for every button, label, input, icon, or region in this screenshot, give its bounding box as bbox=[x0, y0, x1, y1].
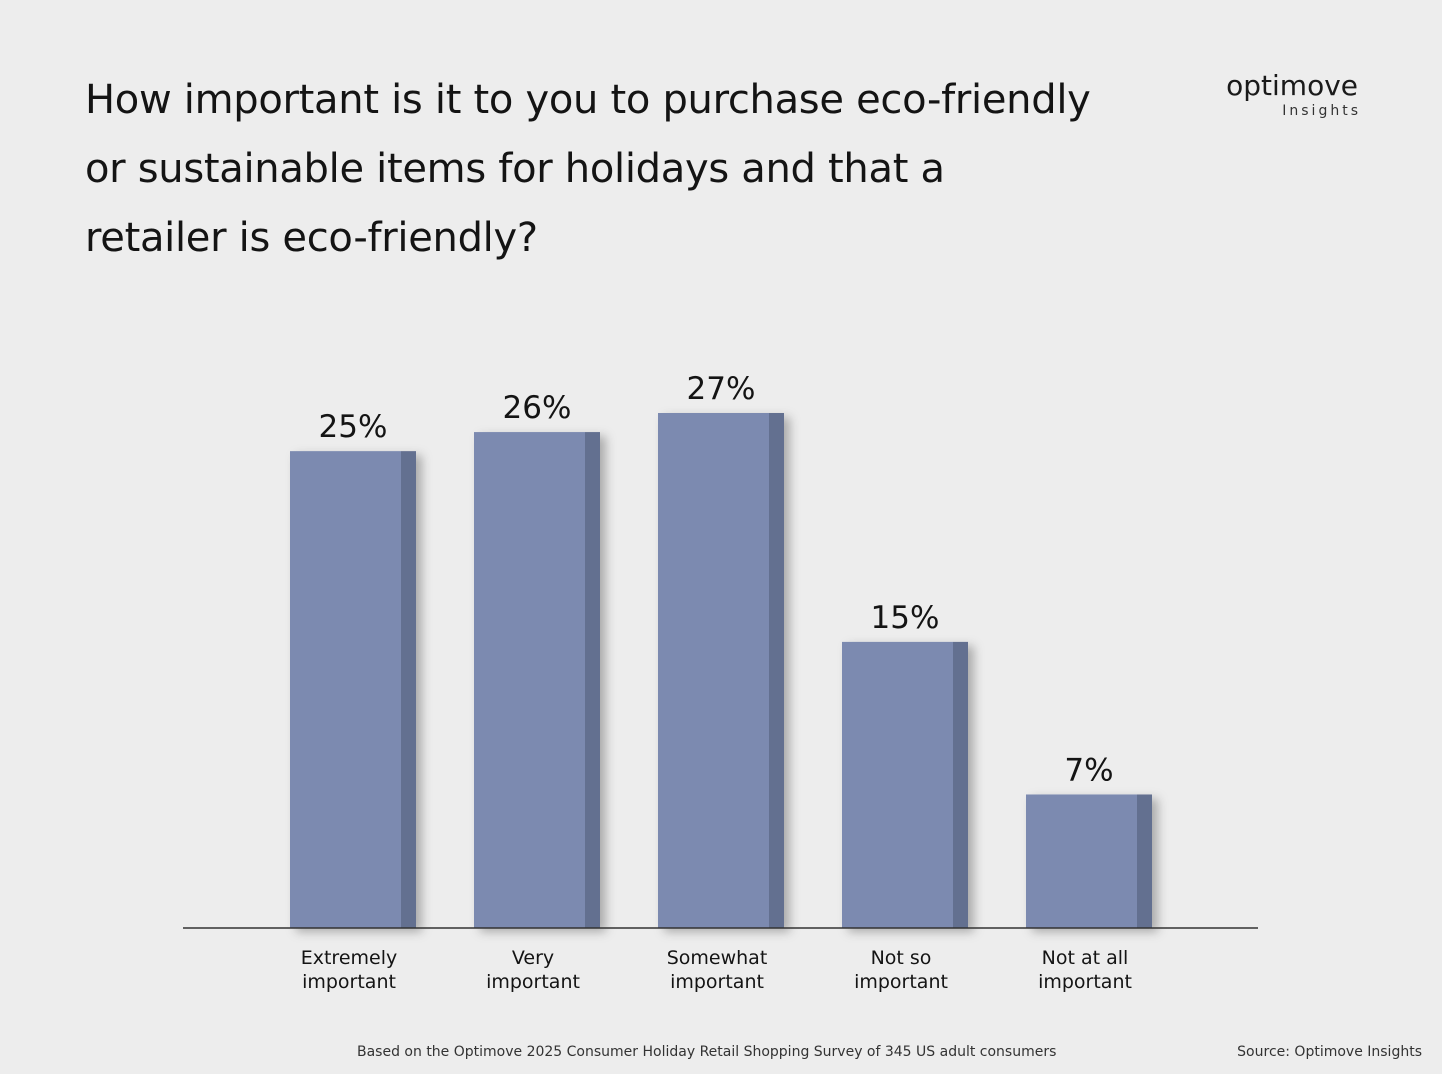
bar-1 bbox=[290, 451, 416, 928]
source-credit: Source: Optimove Insights bbox=[1237, 1044, 1422, 1060]
bar-3 bbox=[658, 413, 784, 928]
category-label: Very important bbox=[486, 947, 580, 993]
bar-side bbox=[953, 641, 968, 928]
category-label: Not so important bbox=[854, 947, 948, 993]
category-label-line: important bbox=[670, 971, 764, 993]
bar-front bbox=[658, 413, 769, 928]
category-label-line: Not so bbox=[871, 947, 932, 969]
category-label: Extremely important bbox=[301, 947, 398, 993]
bar-front bbox=[474, 432, 585, 928]
value-label: 26% bbox=[503, 390, 572, 426]
bar-front bbox=[290, 451, 401, 928]
bar-side bbox=[1137, 794, 1152, 928]
logo-subtitle: Insights bbox=[1282, 103, 1361, 119]
value-label: 25% bbox=[319, 409, 388, 445]
category-label-line: Very bbox=[512, 947, 554, 969]
bar-2 bbox=[474, 432, 600, 928]
bar-front bbox=[842, 641, 953, 928]
bar-side bbox=[401, 451, 416, 928]
category-label: Somewhat important bbox=[667, 947, 768, 993]
category-label: Not at all important bbox=[1038, 947, 1132, 993]
category-label-line: important bbox=[1038, 971, 1132, 993]
bar-4 bbox=[842, 641, 968, 928]
bars-group bbox=[290, 413, 1152, 928]
category-label-line: important bbox=[302, 971, 396, 993]
value-label: 7% bbox=[1064, 752, 1113, 788]
bar-5 bbox=[1026, 794, 1152, 928]
bar-front bbox=[1026, 794, 1137, 928]
value-label: 15% bbox=[871, 600, 940, 636]
value-label: 27% bbox=[687, 371, 756, 407]
category-label-line: Not at all bbox=[1042, 947, 1129, 969]
category-label-line: important bbox=[854, 971, 948, 993]
logo-wordmark: optimove bbox=[1226, 69, 1358, 102]
bar-side bbox=[769, 413, 784, 928]
optimove-logo: optimove Insights bbox=[1226, 70, 1358, 120]
category-label-line: Somewhat bbox=[667, 947, 768, 969]
survey-footnote: Based on the Optimove 2025 Consumer Holi… bbox=[357, 1044, 1057, 1060]
category-label-line: Extremely bbox=[301, 947, 398, 969]
chart-title: How important is it to you to purchase e… bbox=[85, 77, 1091, 261]
bar-side bbox=[585, 432, 600, 928]
category-label-line: important bbox=[486, 971, 580, 993]
